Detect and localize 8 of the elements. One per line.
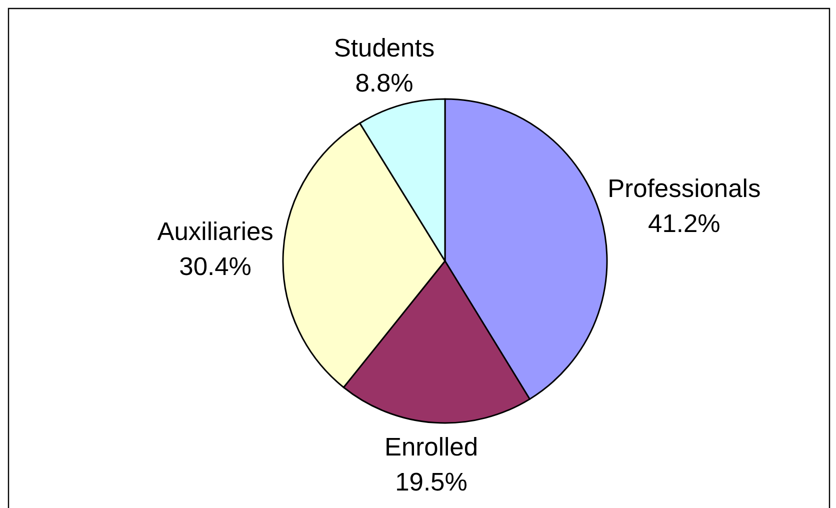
- slice-label: Enrolled: [384, 434, 478, 462]
- data-label: 30.4%: [179, 252, 252, 281]
- data-label: 41.2%: [648, 210, 720, 238]
- data-label: 19.5%: [395, 468, 468, 497]
- data-label: 8.8%: [355, 70, 414, 98]
- slice-label: Auxiliaries: [157, 218, 274, 246]
- slice-label: Students: [334, 34, 435, 63]
- slice-label: Professionals: [608, 175, 761, 204]
